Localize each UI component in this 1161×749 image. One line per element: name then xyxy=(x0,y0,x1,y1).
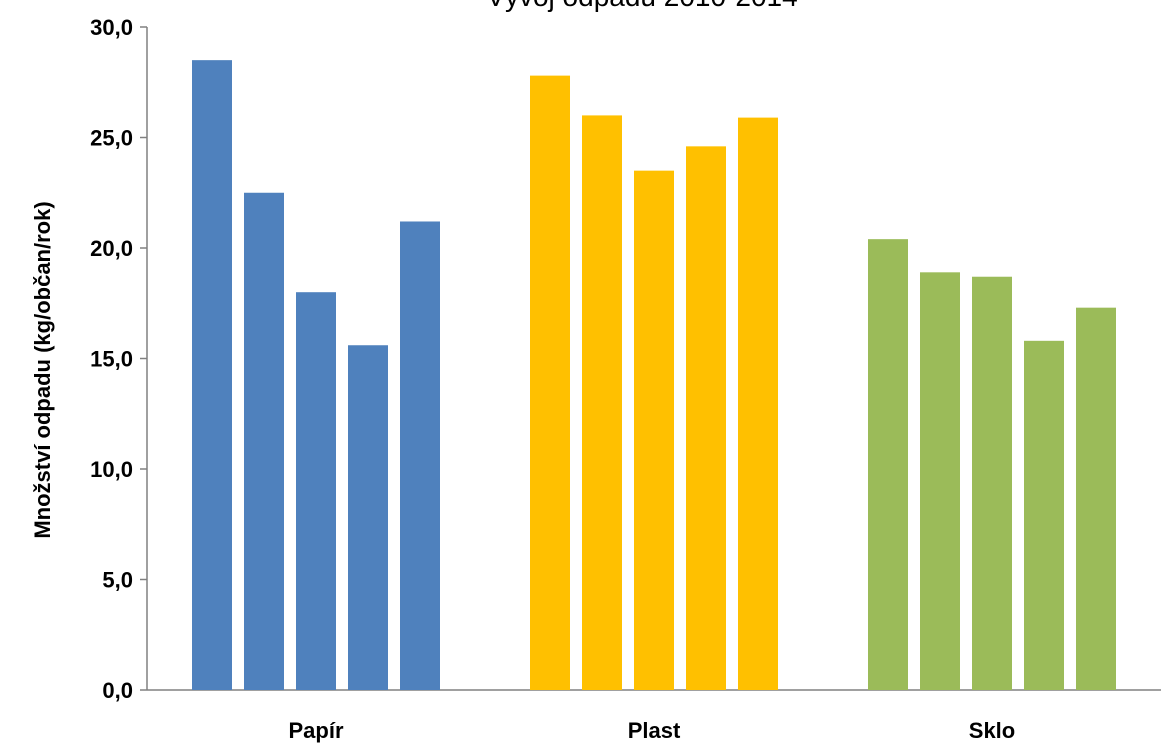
y-ticks: 0,0 5,0 10,0 15,0 20,0 25,0 30,0 xyxy=(90,15,147,703)
bar-sklo-3 xyxy=(972,276,1012,690)
category-labels: Papír Plast Sklo xyxy=(288,718,1015,743)
bar-plast-5 xyxy=(738,117,778,691)
bar-sklo-4 xyxy=(1024,340,1064,690)
y-tick-label: 20,0 xyxy=(90,236,133,261)
category-label: Plast xyxy=(628,718,681,743)
y-tick-label: 10,0 xyxy=(90,457,133,482)
bar-papír-2 xyxy=(244,192,284,690)
y-tick-label: 5,0 xyxy=(102,568,133,593)
bar-papír-4 xyxy=(348,345,388,690)
y-tick-label: 0,0 xyxy=(102,678,133,703)
bar-sklo-1 xyxy=(868,239,908,690)
bars xyxy=(192,60,1116,691)
bar-sklo-5 xyxy=(1076,307,1116,690)
y-tick-label: 25,0 xyxy=(90,126,133,151)
bar-plast-1 xyxy=(530,75,570,691)
bar-plast-3 xyxy=(634,170,674,690)
bar-papír-5 xyxy=(400,221,440,691)
y-tick-label: 30,0 xyxy=(90,15,133,40)
bar-papír-1 xyxy=(192,60,232,690)
bar-papír-3 xyxy=(296,292,336,690)
bar-plast-4 xyxy=(686,146,726,691)
category-label: Papír xyxy=(288,718,343,743)
y-tick-label: 15,0 xyxy=(90,347,133,372)
chart-title: Vývoj odpadu 2010-2014 xyxy=(486,0,797,12)
y-axis-title: Množství odpadu (kg/občan/rok) xyxy=(30,201,55,538)
category-label: Sklo xyxy=(969,718,1015,743)
bar-sklo-2 xyxy=(920,272,960,690)
bar-plast-2 xyxy=(582,115,622,690)
